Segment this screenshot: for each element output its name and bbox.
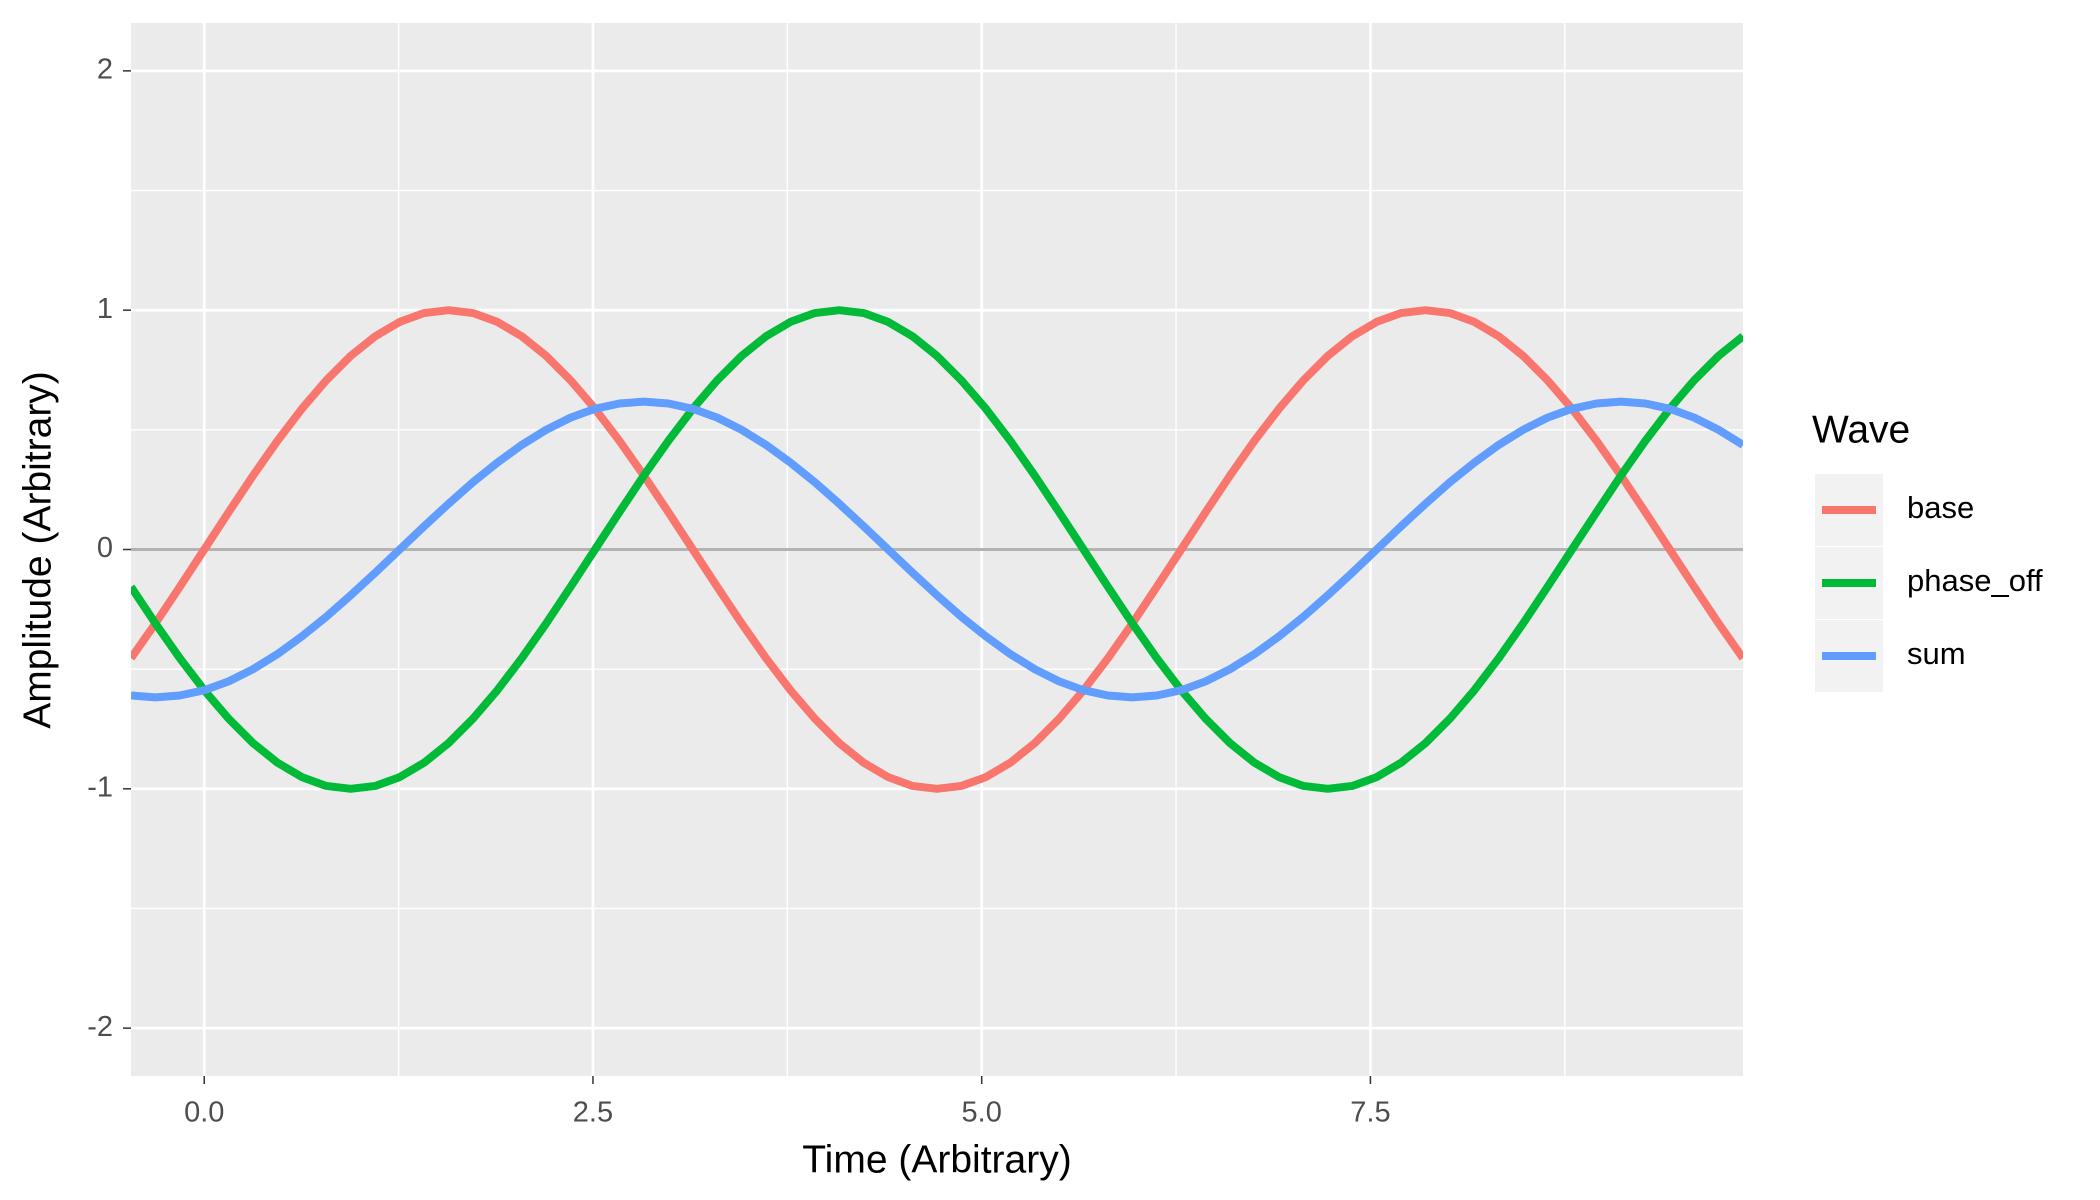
line bbox=[131, 397, 1743, 702]
y-tick-label: 0 bbox=[97, 532, 113, 564]
y-tick-label: 1 bbox=[97, 293, 113, 325]
x-tick-label: 2.5 bbox=[573, 1097, 613, 1129]
legend-label: phase_off bbox=[1907, 563, 2043, 598]
y-tick-label: -1 bbox=[87, 771, 113, 803]
x-tick-label: 7.5 bbox=[1350, 1097, 1390, 1129]
y-tick-label: -2 bbox=[87, 1011, 113, 1043]
legend-title: Wave bbox=[1812, 408, 1910, 451]
y-tick-label: 2 bbox=[97, 54, 113, 86]
y-axis-title: Amplitude (Arbitrary) bbox=[16, 371, 59, 729]
legend-label: sum bbox=[1907, 636, 1966, 671]
line bbox=[131, 306, 1743, 793]
line bbox=[131, 306, 1743, 793]
legend-label: base bbox=[1907, 490, 1974, 525]
x-axis-title: Time (Arbitrary) bbox=[802, 1138, 1071, 1181]
x-tick-label: 5.0 bbox=[962, 1097, 1002, 1129]
x-tick-label: 0.0 bbox=[184, 1097, 224, 1129]
